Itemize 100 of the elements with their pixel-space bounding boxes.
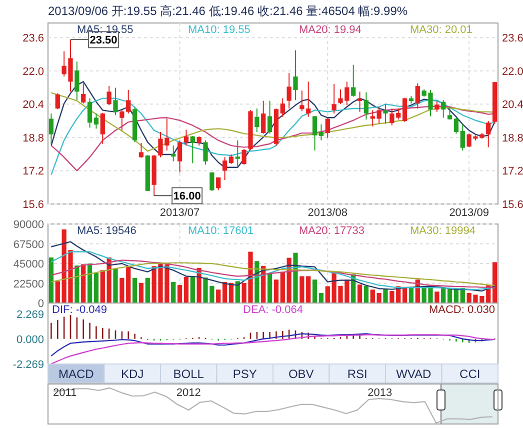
bar (300, 276, 304, 303)
y-tick-label: 18.8 (22, 132, 44, 144)
candlestick (364, 92, 369, 120)
candlestick (300, 90, 304, 112)
text: MA30: 19994 (410, 225, 476, 237)
candlestick (87, 98, 92, 128)
candlestick (222, 156, 228, 181)
candlestick (441, 100, 446, 118)
text: MA30: 20.01 (410, 24, 472, 36)
line-series (50, 334, 496, 364)
x-tick-label: 2013 (368, 387, 392, 399)
candlestick (383, 104, 388, 124)
candlestick (370, 110, 375, 127)
bar (100, 270, 105, 303)
text: RSI (347, 367, 368, 381)
bar (138, 282, 144, 303)
candlestick (203, 140, 208, 166)
y-tick-label: 22500 (13, 278, 44, 290)
y-tick-label: 15.6 (22, 199, 44, 211)
candlestick (267, 100, 272, 134)
candlestick (318, 124, 324, 141)
series-label: MA5: 19546 (77, 225, 136, 237)
bar (48, 257, 54, 303)
text: MA20: 17733 (299, 225, 364, 237)
candlestick (390, 108, 394, 126)
candlestick (106, 86, 112, 106)
bar (306, 276, 311, 303)
bar (364, 286, 369, 303)
bar (434, 292, 440, 303)
bar (441, 288, 446, 303)
y-tick-label: 17.2 (22, 166, 44, 178)
annotation: 16.00 (173, 190, 201, 203)
candlestick (94, 113, 99, 130)
line-series (50, 241, 496, 292)
x-tick-label: 2013/08 (308, 207, 348, 219)
candlestick (55, 92, 60, 110)
y2-tick-label: 17.2 (502, 166, 523, 178)
bar (492, 262, 498, 303)
y-tick-label: 0.000 (16, 334, 44, 346)
candlestick (81, 82, 86, 104)
candlestick (486, 120, 491, 148)
chart-title: 2013/09/06 开:19.55 高:21.46 低:19.46 收:21.46 量:46504 幅:9.99% (48, 4, 408, 18)
candlestick (351, 64, 356, 98)
annotation: 23.50 (90, 34, 118, 47)
bar (357, 284, 362, 303)
bar (113, 268, 118, 303)
candlestick (261, 100, 266, 134)
y-tick-label: 0 (38, 298, 44, 310)
bar (94, 272, 99, 303)
bar (126, 266, 131, 303)
text: BOLL (173, 367, 204, 381)
candlestick (196, 136, 202, 146)
bar (120, 278, 124, 303)
candlestick (210, 172, 214, 192)
bar (312, 280, 318, 303)
candlestick (171, 145, 176, 162)
bar (274, 280, 279, 303)
candlestick (312, 116, 318, 152)
y2-tick-label: 15.6 (502, 199, 523, 211)
candlestick (293, 50, 298, 101)
candlestick (126, 89, 131, 114)
text: MA10: 19.55 (188, 24, 250, 36)
bar (325, 286, 330, 303)
series-label: DEA: -0.064 (243, 304, 303, 316)
bar (390, 290, 394, 303)
candlestick (74, 60, 80, 101)
candlestick (376, 106, 382, 124)
y2-tick-label: 20.4 (502, 99, 523, 112)
candlestick (332, 83, 336, 114)
y-tick-label: 67500 (13, 238, 44, 251)
y-tick-label: 2.269 (16, 308, 44, 321)
y-tick-label: 90000 (13, 219, 44, 231)
y2-tick-label: 23.6 (502, 32, 523, 45)
y-tick-label: 23.6 (22, 32, 44, 45)
bar (318, 292, 324, 303)
bar (184, 276, 189, 303)
y-tick-label: -2.269 (12, 359, 44, 371)
text: MACD (58, 367, 94, 381)
candlestick (447, 106, 452, 120)
bar (376, 292, 382, 303)
bar (216, 290, 221, 303)
candlestick (402, 97, 408, 123)
candlestick (138, 142, 144, 158)
candlestick (434, 101, 440, 112)
y-tick-label: 22.0 (22, 66, 44, 78)
text: MA5: 19.55 (77, 24, 134, 36)
y2-tick-label: 18.8 (502, 132, 523, 144)
text: OBV (288, 367, 314, 381)
candlestick (280, 98, 285, 118)
bar (177, 284, 182, 303)
candlestick (228, 154, 234, 165)
candlestick (216, 176, 221, 191)
bar (55, 281, 60, 303)
candlestick (325, 117, 330, 138)
bar (383, 288, 388, 303)
candlestick (454, 117, 459, 134)
candlestick (254, 108, 260, 133)
bar (132, 278, 138, 303)
candlestick (190, 135, 195, 164)
candlestick (242, 148, 246, 166)
